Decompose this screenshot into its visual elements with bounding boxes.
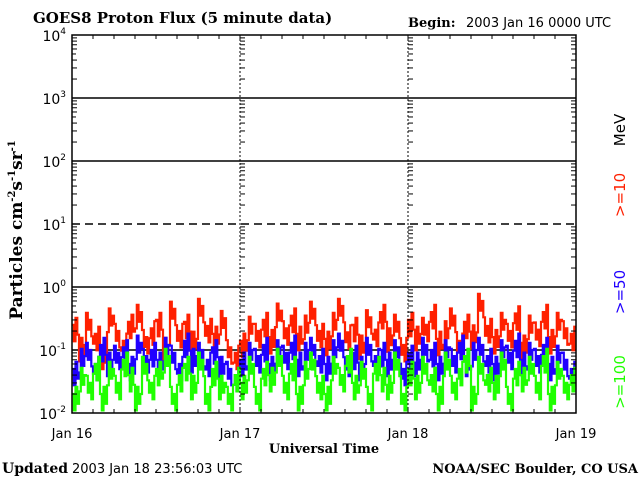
x-axis-label: Universal Time — [269, 442, 379, 457]
begin-label: Begin: — [408, 16, 456, 31]
x-tick-label: Jan 18 — [387, 427, 429, 442]
y-tick-label: 104 — [42, 27, 66, 45]
y-tick-label: 100 — [42, 279, 66, 297]
chart-title: GOES8 Proton Flux (5 minute data) — [33, 9, 332, 27]
y-tick-label: 103 — [42, 90, 66, 108]
legend-label: >=50 — [611, 270, 629, 314]
updated-value: 2003 Jan 18 23:56:03 UTC — [72, 462, 242, 477]
legend-label: MeV — [611, 113, 629, 146]
legend-label: >=100 — [611, 355, 629, 409]
y-tick-label: 10-1 — [39, 342, 66, 360]
x-tick-label: Jan 17 — [219, 427, 261, 442]
begin-value: 2003 Jan 16 0000 UTC — [466, 16, 611, 31]
credit-text: NOAA/SEC Boulder, CO USA — [432, 462, 639, 477]
legend-label: >=10 — [611, 173, 629, 217]
series-line-ge100 — [72, 347, 576, 412]
series-line-ge10 — [72, 292, 576, 371]
x-tick-label: Jan 16 — [51, 427, 93, 442]
x-tick-label: Jan 19 — [555, 427, 597, 442]
y-tick-label: 10-2 — [39, 405, 66, 423]
y-tick-label: 101 — [42, 216, 66, 234]
updated-label: Updated — [2, 461, 68, 477]
y-tick-label: 102 — [42, 153, 66, 171]
series-line-ge50 — [72, 332, 576, 393]
y-axis-label: Particles cm-2s-1sr-1 — [7, 140, 27, 320]
